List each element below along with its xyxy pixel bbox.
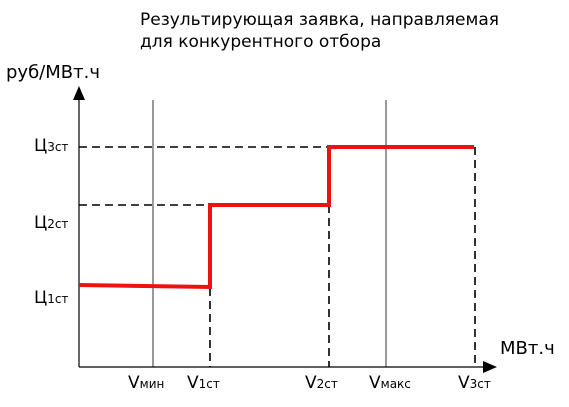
title-line-1: Результирующая заявка, направляемая	[140, 10, 499, 30]
y-axis-arrow-icon	[73, 86, 85, 100]
x-tick-v-max: Vмакс	[369, 373, 411, 393]
x-tick-v-min: Vмин	[128, 373, 165, 393]
y-tick-price-1: Ц1ст	[34, 288, 69, 308]
bid-step-curve	[78, 145, 474, 290]
x-tick-v-3: V3ст	[458, 373, 491, 393]
title-line-2: для конкурентного отбора	[140, 32, 382, 52]
y-axis-unit-label: руб/МВт.ч	[6, 62, 100, 83]
diagram-title: Результирующая заявка, направляемая для …	[140, 9, 499, 53]
x-axis-unit-label: МВт.ч	[500, 338, 555, 359]
x-axis-arrow-icon	[483, 361, 497, 373]
x-tick-v-1: V1ст	[187, 373, 220, 393]
y-tick-price-3: Ц3ст	[34, 136, 69, 156]
y-tick-price-2: Ц2ст	[34, 213, 69, 233]
x-tick-v-2: V2ст	[305, 373, 338, 393]
